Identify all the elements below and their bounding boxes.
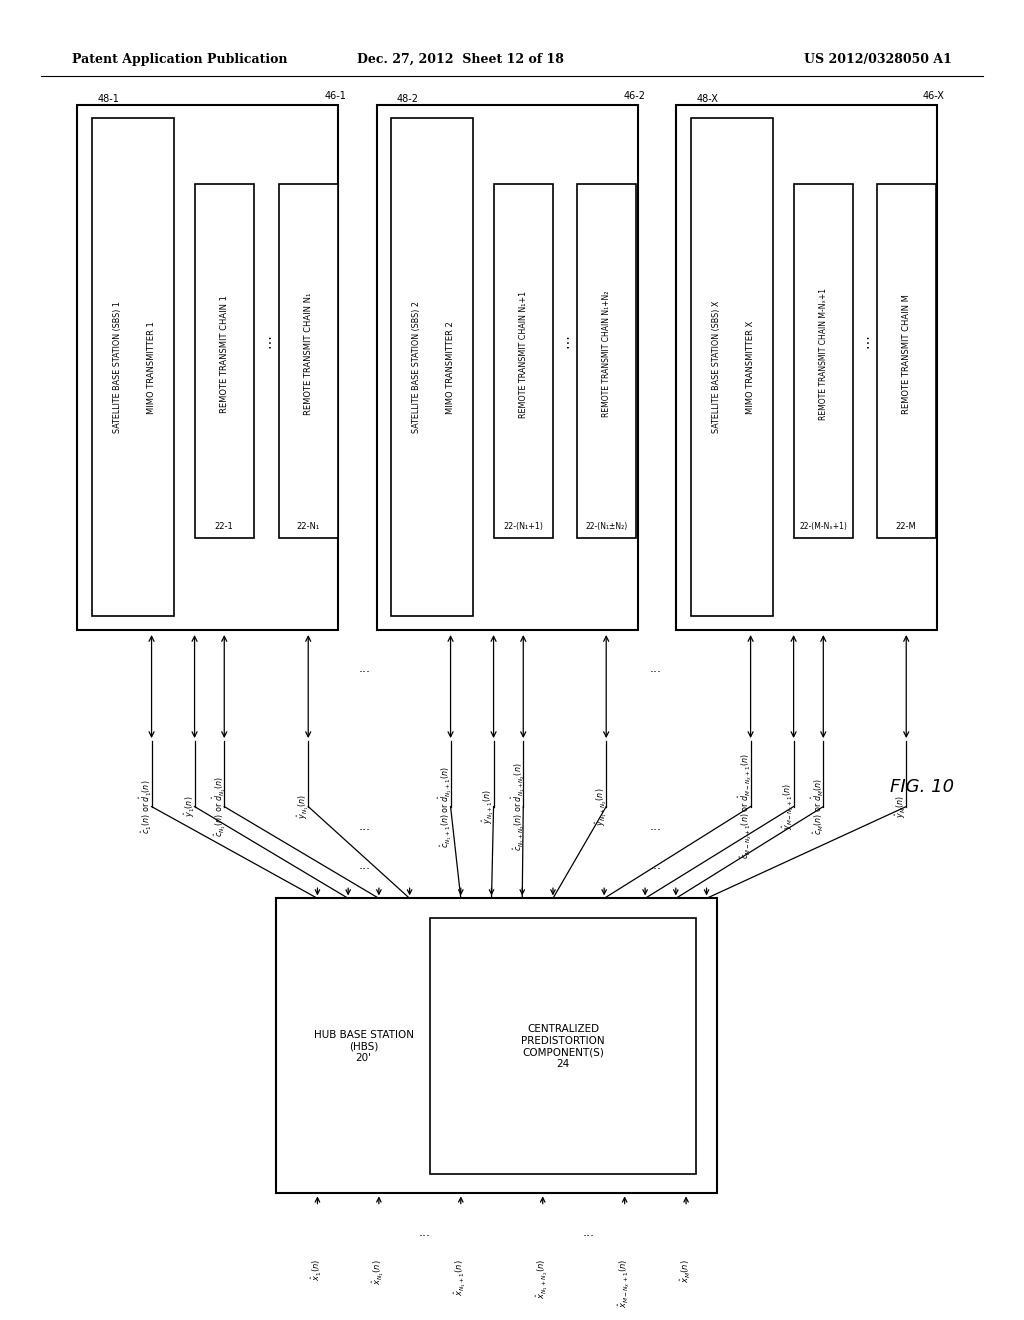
Text: $\hat{x}_{M-N_X+1}(n)$: $\hat{x}_{M-N_X+1}(n)$ [617, 1259, 632, 1308]
Text: US 2012/0328050 A1: US 2012/0328050 A1 [805, 53, 952, 66]
Text: 46-1: 46-1 [325, 91, 347, 102]
Text: $\hat{c}_{N_1+1}(n)$ or $\hat{d}_{N_1+1}(n)$: $\hat{c}_{N_1+1}(n)$ or $\hat{d}_{N_1+1}… [437, 766, 454, 847]
Bar [877, 183, 936, 537]
Text: $\hat{x}_{N_1}(n)$: $\hat{x}_{N_1}(n)$ [372, 1259, 386, 1284]
Text: REMOTE TRANSMIT CHAIN N₁: REMOTE TRANSMIT CHAIN N₁ [304, 293, 312, 416]
Text: ⋯: ⋯ [559, 334, 573, 348]
Text: ⋯: ⋯ [859, 334, 873, 348]
Text: 48-2: 48-2 [396, 94, 418, 103]
Text: 22-(N₁+1): 22-(N₁+1) [503, 523, 544, 531]
Text: 48-X: 48-X [696, 94, 718, 103]
Bar [377, 104, 638, 630]
Text: MIMO TRANSMITTER X: MIMO TRANSMITTER X [746, 321, 755, 414]
Bar [676, 104, 937, 630]
Text: 22-N₁: 22-N₁ [297, 523, 319, 531]
Text: MIMO TRANSMITTER 2: MIMO TRANSMITTER 2 [446, 321, 455, 413]
Text: $\hat{y}_{N_1}(n)$: $\hat{y}_{N_1}(n)$ [296, 795, 310, 818]
Text: SATELLITE BASE STATION (SBS) 1: SATELLITE BASE STATION (SBS) 1 [114, 301, 122, 433]
Text: CENTRALIZED
PREDISTORTION
COMPONENT(S)
24: CENTRALIZED PREDISTORTION COMPONENT(S) 2… [521, 1024, 605, 1069]
Bar [77, 104, 338, 630]
Text: ...: ... [358, 859, 371, 873]
Bar [494, 183, 553, 537]
Text: 22-1: 22-1 [215, 523, 233, 531]
Text: REMOTE TRANSMIT CHAIN M: REMOTE TRANSMIT CHAIN M [902, 294, 910, 414]
Text: $\hat{c}_M(n)$ or $\hat{d}_M(n)$: $\hat{c}_M(n)$ or $\hat{d}_M(n)$ [810, 777, 826, 836]
Text: $\hat{x}_{N_1+1}(n)$: $\hat{x}_{N_1+1}(n)$ [454, 1259, 468, 1296]
Text: ...: ... [358, 663, 371, 676]
Bar [195, 183, 254, 537]
Text: $\hat{x}_1(n)$: $\hat{x}_1(n)$ [310, 1259, 325, 1282]
Text: Patent Application Publication: Patent Application Publication [72, 53, 287, 66]
Text: $\hat{y}_M(n)$: $\hat{y}_M(n)$ [894, 795, 908, 818]
Text: $\hat{y}_{N_1+N_2}(n)$: $\hat{y}_{N_1+N_2}(n)$ [594, 787, 608, 826]
Text: $\hat{x}_M(n)$: $\hat{x}_M(n)$ [679, 1259, 693, 1283]
Bar [430, 917, 696, 1173]
Text: SATELLITE BASE STATION (SBS) 2: SATELLITE BASE STATION (SBS) 2 [413, 301, 421, 433]
Text: ...: ... [649, 859, 662, 873]
Text: ⋯: ⋯ [261, 334, 275, 348]
Text: $\hat{c}_1(n)$ or $\hat{d}_1(n)$: $\hat{c}_1(n)$ or $\hat{d}_1(n)$ [138, 779, 155, 834]
Text: ...: ... [358, 820, 371, 833]
Text: $\hat{y}_{N_1+1}(n)$: $\hat{y}_{N_1+1}(n)$ [481, 789, 496, 824]
Text: MIMO TRANSMITTER 1: MIMO TRANSMITTER 1 [147, 321, 156, 413]
Text: $\hat{y}_1(n)$: $\hat{y}_1(n)$ [182, 796, 197, 817]
Text: $\hat{c}_{M-N_X+1}(n)$ or $\hat{d}_{M-N_X+1}(n)$: $\hat{c}_{M-N_X+1}(n)$ or $\hat{d}_{M-N_… [737, 754, 754, 859]
Text: ...: ... [649, 820, 662, 833]
Text: FIG. 10: FIG. 10 [890, 777, 953, 796]
Text: $\hat{y}_{M-N_X+1}(n)$: $\hat{y}_{M-N_X+1}(n)$ [781, 783, 796, 830]
Text: $\hat{x}_{N_1+N_2}(n)$: $\hat{x}_{N_1+N_2}(n)$ [536, 1259, 550, 1299]
Bar [276, 899, 717, 1193]
Text: 48-1: 48-1 [97, 94, 119, 103]
Text: ...: ... [583, 1226, 595, 1239]
Bar [279, 183, 338, 537]
Text: REMOTE TRANSMIT CHAIN M-Nₓ+1: REMOTE TRANSMIT CHAIN M-Nₓ+1 [819, 288, 827, 420]
Bar [794, 183, 853, 537]
Text: 46-X: 46-X [923, 91, 945, 102]
Text: 46-2: 46-2 [624, 91, 646, 102]
Text: ...: ... [419, 1226, 431, 1239]
Text: REMOTE TRANSMIT CHAIN 1: REMOTE TRANSMIT CHAIN 1 [220, 296, 228, 413]
Text: $\hat{c}_{N_1}(n)$ or $\hat{d}_{N_1}(n)$: $\hat{c}_{N_1}(n)$ or $\hat{d}_{N_1}(n)$ [211, 776, 227, 837]
Text: REMOTE TRANSMIT CHAIN N₁+N₂: REMOTE TRANSMIT CHAIN N₁+N₂ [602, 290, 610, 417]
Bar [391, 117, 473, 616]
Text: ...: ... [649, 663, 662, 676]
Text: HUB BASE STATION
(HBS)
20': HUB BASE STATION (HBS) 20' [313, 1030, 414, 1063]
Text: 22-(M-Nₓ+1): 22-(M-Nₓ+1) [800, 523, 847, 531]
Text: SATELLITE BASE STATION (SBS) X: SATELLITE BASE STATION (SBS) X [713, 301, 721, 433]
Text: 22-M: 22-M [896, 523, 916, 531]
Bar [577, 183, 636, 537]
Bar [691, 117, 773, 616]
Text: Dec. 27, 2012  Sheet 12 of 18: Dec. 27, 2012 Sheet 12 of 18 [357, 53, 564, 66]
Text: $\hat{c}_{N_1+N_2}(n)$ or $\hat{d}_{N_1+N_2}(n)$: $\hat{c}_{N_1+N_2}(n)$ or $\hat{d}_{N_1+… [510, 763, 526, 851]
Text: REMOTE TRANSMIT CHAIN N₁+1: REMOTE TRANSMIT CHAIN N₁+1 [519, 290, 527, 417]
Text: 22-(N₁±N₂): 22-(N₁±N₂) [585, 523, 628, 531]
Bar [92, 117, 174, 616]
